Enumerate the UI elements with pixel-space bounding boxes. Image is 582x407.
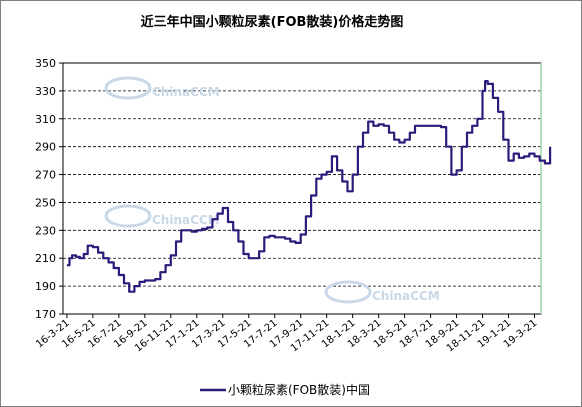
y-tick-label: 350	[35, 57, 56, 70]
y-axis-ticks: 170 190 210 230 250 270 290 310 330 350	[35, 57, 63, 321]
x-axis-ticks: 16-3-2116-5-2116-7-2116-9-2116-11-2117-1…	[34, 314, 539, 354]
legend-label: 小颗粒尿素(FOB散装)中国	[228, 382, 370, 397]
y-tick-label: 330	[35, 85, 56, 98]
y-tick-label: 250	[35, 196, 56, 209]
watermark-text: ChinaCCM	[152, 85, 220, 99]
watermark-logo-icon	[104, 76, 152, 100]
watermark-logo-icon	[104, 204, 152, 228]
watermark-text: ChinaCCM	[152, 213, 220, 227]
legend: 小颗粒尿素(FOB散装)中国	[200, 382, 370, 397]
y-tick-label: 310	[35, 113, 56, 126]
y-tick-label: 290	[35, 141, 56, 154]
watermark-logos: ChinaCCM ChinaCCM ChinaCCM	[104, 76, 440, 304]
y-tick-label: 210	[35, 252, 56, 265]
y-tick-label: 190	[35, 280, 56, 293]
chart-title: 近三年中国小颗粒尿素(FOB散装)价格走势图	[141, 14, 404, 30]
y-tick-label: 230	[35, 224, 56, 237]
series-line	[66, 80, 552, 293]
series-layer	[66, 80, 552, 293]
y-tick-label: 270	[35, 169, 56, 182]
watermark-logo-icon	[324, 280, 372, 304]
y-tick-label: 170	[35, 308, 56, 321]
plot-area	[62, 62, 542, 315]
watermark-text: ChinaCCM	[372, 289, 440, 303]
